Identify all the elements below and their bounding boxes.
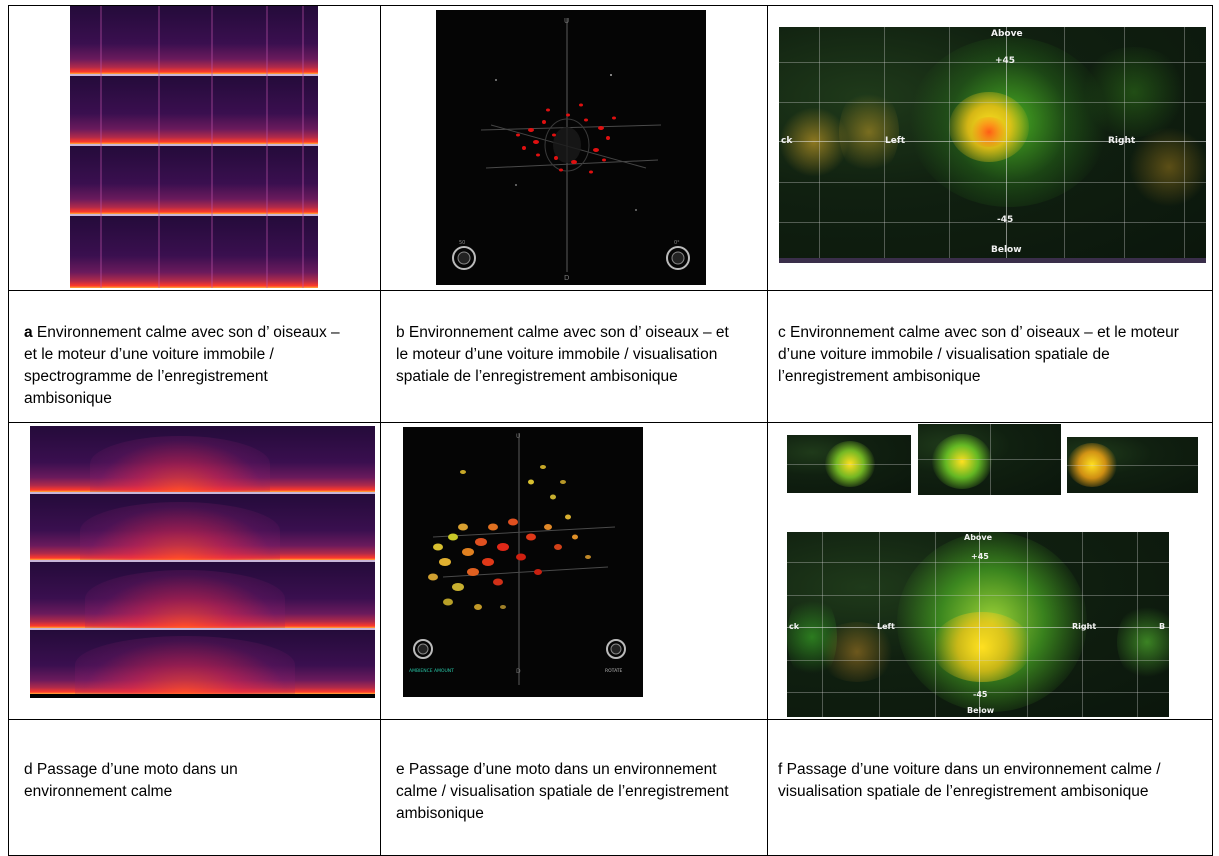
viz-down-label-e: D: [516, 668, 521, 675]
viz-knob-left-value: 50: [459, 240, 465, 246]
spectrogram-channel: [70, 146, 318, 214]
table-row-divider-2: [8, 422, 1213, 423]
heatmap-f-below-label: Below: [967, 706, 995, 715]
heatmap-f-left-label: Left: [877, 622, 895, 631]
caption-a-letter: a: [24, 324, 33, 341]
table-border-top: [8, 5, 1213, 6]
heatmap-thumb-2: [918, 424, 1061, 495]
viz-ambience-label: AMBIENCE AMOUNT: [409, 668, 454, 674]
table-border-left: [8, 5, 9, 855]
spectrogram-image-a: [70, 6, 318, 288]
heatmap-thumb-1: [787, 435, 911, 493]
caption-c: c Environnement calme avec son d’ oiseau…: [778, 324, 1179, 385]
table-border-right: [1212, 5, 1213, 855]
viz-rotate-label: ROTATE: [605, 668, 623, 674]
heatmap-f-edge-label: B: [1159, 622, 1166, 631]
spectrogram-channel: [70, 216, 318, 288]
heatmap-right-label: Right: [1108, 136, 1136, 146]
heatmap-thumb-3: [1067, 437, 1198, 493]
spectrogram-channel: [70, 6, 318, 74]
caption-d: d Passage d’une moto dans un environneme…: [24, 761, 238, 800]
caption-b: b Environnement calme avec son d’ oiseau…: [396, 324, 729, 385]
heatmap-image-f: Above +45 ck Left Right B -45 Below: [787, 532, 1169, 717]
heatmap-back-label: ck: [781, 136, 793, 146]
heatmap-f-back-label: ck: [789, 622, 800, 631]
table-row-divider-3: [8, 719, 1213, 720]
heatmap-below-label: Below: [991, 245, 1022, 255]
spatial-visualisation-b: U D 50 0°: [436, 10, 706, 285]
heatmap-f-above-label: Above: [964, 533, 993, 542]
spatial-scene-e: U D AMBIENCE AMOUNT ROTATE: [409, 433, 626, 685]
heatmap-left-label: Left: [885, 136, 906, 146]
heatmap-f-plus45-label: +45: [971, 552, 989, 561]
heatmap-f-minus45-label: -45: [973, 690, 988, 699]
caption-a-text: Environnement calme avec son d’ oiseaux …: [24, 324, 340, 407]
viz-down-label: D: [564, 274, 569, 282]
spatial-scene-b: U D 50 0°: [452, 17, 690, 282]
spectrogram-channel: [70, 76, 318, 144]
viz-knob-right-value: 0°: [674, 240, 680, 246]
heatmap-plus45-label: +45: [995, 56, 1016, 66]
viz-up-label-e: U: [516, 433, 520, 440]
heatmap-minus45-label: -45: [997, 215, 1014, 225]
spatial-visualisation-e: U D AMBIENCE AMOUNT ROTATE: [403, 427, 643, 697]
heatmap-above-label: Above: [991, 29, 1023, 39]
caption-e: e Passage d’une moto dans un environneme…: [396, 761, 729, 822]
heatmap-f-right-label: Right: [1072, 622, 1097, 631]
viz-up-label: U: [564, 17, 569, 25]
caption-a: a Environnement calme avec son d’ oiseau…: [24, 322, 354, 410]
table-col-divider-1: [380, 5, 381, 855]
table-row-divider-1: [8, 290, 1213, 291]
heatmap-image-c: Above +45 ck Left Right -45 Below: [779, 27, 1206, 263]
caption-f: f Passage d’une voiture dans un environn…: [778, 761, 1161, 800]
spectrogram-image-d: [30, 426, 375, 698]
table-col-divider-2: [767, 5, 768, 855]
